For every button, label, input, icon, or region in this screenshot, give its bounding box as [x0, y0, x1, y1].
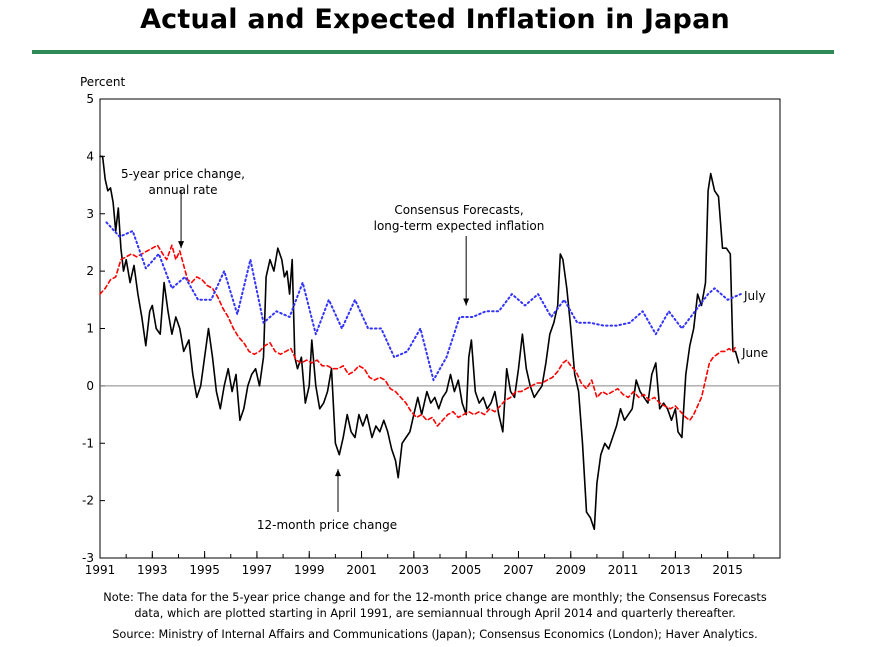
- y-tick-label: -1: [82, 436, 94, 450]
- x-tick-label: 1991: [85, 563, 116, 577]
- x-tick-label: 2007: [503, 563, 534, 577]
- ann-12m-arrow-head: [335, 469, 341, 477]
- x-tick-label: 1999: [294, 563, 325, 577]
- y-tick-label: 4: [86, 149, 94, 163]
- source-line: Source: Ministry of Internal Affairs and…: [112, 628, 758, 641]
- y-tick-label: 2: [86, 264, 94, 278]
- ann-consensus-text: long-term expected inflation: [374, 219, 545, 233]
- y-tick-label: 1: [86, 322, 94, 336]
- x-tick-label: 2015: [712, 563, 743, 577]
- x-tick-label: 1993: [137, 563, 168, 577]
- y-tick-label: 5: [86, 92, 94, 106]
- y-tick-label: -2: [82, 494, 94, 508]
- end-label-june: June: [741, 346, 768, 360]
- end-label-july: July: [743, 289, 766, 303]
- x-tick-label: 2005: [451, 563, 482, 577]
- y-axis-unit-label: Percent: [80, 75, 125, 89]
- ann-5yr-text: 5-year price change,: [121, 167, 245, 181]
- x-tick-label: 2011: [608, 563, 639, 577]
- x-tick-label: 2009: [555, 563, 586, 577]
- series-line-1: [99, 244, 737, 427]
- note-line-2: data, which are plotted starting in Apri…: [134, 607, 736, 620]
- x-tick-label: 2003: [399, 563, 430, 577]
- note-line-1: Note: The data for the 5-year price chan…: [103, 591, 767, 604]
- x-tick-label: 1995: [189, 563, 220, 577]
- x-tick-label: 2013: [660, 563, 691, 577]
- ann-consensus-text: Consensus Forecasts,: [394, 203, 523, 217]
- y-tick-label: 3: [86, 207, 94, 221]
- series-line-2: [105, 221, 742, 382]
- x-tick-label: 1997: [242, 563, 273, 577]
- ann-12m-text: 12-month price change: [257, 518, 397, 532]
- ann-5yr-arrow-head: [178, 241, 185, 249]
- y-tick-label: 0: [86, 379, 94, 393]
- ann-consensus-arrow-head: [463, 298, 470, 306]
- x-tick-label: 2001: [346, 563, 377, 577]
- ann-5yr-text: annual rate: [148, 183, 217, 197]
- inflation-line-chart: Percent -3 -2 -1 0 1 2 3 4 5 1991 1993 1995 1997 1999 2…: [80, 75, 781, 577]
- y-tick-label: -3: [82, 551, 94, 565]
- chart-title: Actual and Expected Inflation in Japan: [140, 4, 730, 35]
- title-rule: [32, 50, 834, 54]
